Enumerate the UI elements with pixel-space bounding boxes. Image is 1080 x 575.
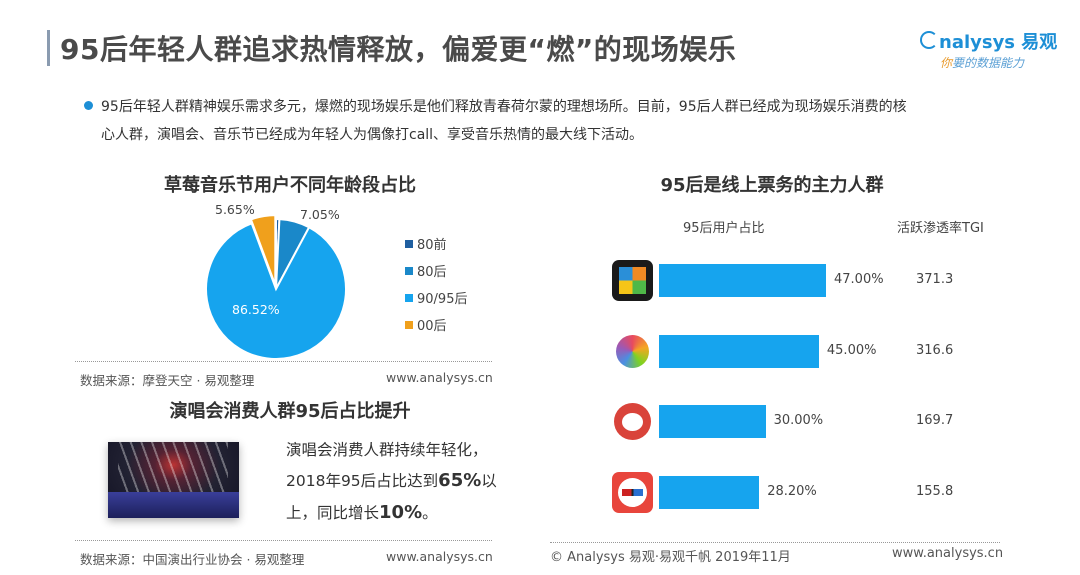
bar-label: 47.00% [834, 272, 884, 287]
legend-item: 90/95后 [405, 288, 467, 307]
analysys-logo: nalysys 易观 你要的数据能力 [920, 28, 1070, 71]
concert-desc-3: 上，同比增长10%。 [286, 502, 438, 523]
concert-desc-2: 2018年95后占比达到65%以 [286, 470, 497, 491]
pie-label-80after: 7.05% [300, 207, 340, 222]
pie-slice-2 [205, 222, 347, 360]
tgi-value: 155.8 [916, 484, 954, 499]
concert-desc-1: 演唱会消费人群持续年轻化， [286, 441, 488, 459]
legend-swatch [405, 321, 413, 329]
legend-item: 00后 [405, 315, 447, 334]
pie-chart [205, 214, 347, 360]
divider [550, 542, 1000, 543]
divider [75, 540, 492, 541]
concert-site: www.analysys.cn [386, 549, 493, 564]
legend-swatch [405, 240, 413, 248]
title-accent-bar [47, 30, 50, 66]
bar [659, 264, 826, 297]
legend-item: 80前 [405, 234, 447, 253]
tgi-value: 169.7 [916, 413, 954, 428]
taopiaopiao-glasses-icon [612, 472, 653, 513]
legend-label: 80前 [417, 238, 447, 253]
pie-label-00: 5.65% [215, 202, 255, 217]
concert-title: 演唱会消费人群95后占比提升 [169, 401, 411, 422]
pie-label-9095: 86.52% [232, 302, 280, 317]
page-title: 95后年轻人群追求热情释放，偏爱更“燃”的现场娱乐 [60, 33, 737, 66]
legend-swatch [405, 267, 413, 275]
legend-label: 80后 [417, 265, 447, 280]
summary-line-1: 95后年轻人群精神娱乐需求多元，爆燃的现场娱乐是他们释放青春荷尔蒙的理想场所。目… [101, 99, 907, 115]
footer-site: www.analysys.cn [892, 546, 1004, 561]
pie-site: www.analysys.cn [386, 370, 493, 385]
legend-label: 00后 [417, 319, 447, 334]
bar-title: 95后是线上票务的主力人群 [660, 175, 884, 196]
bar [659, 335, 819, 368]
tgi-header: 活跃渗透率TGI [897, 221, 984, 236]
logo-swirl-icon [920, 31, 938, 49]
bullet-icon [84, 101, 93, 110]
bar-label: 30.00% [773, 413, 824, 428]
bar-label: 28.20% [767, 484, 817, 499]
tgi-value: 316.6 [916, 343, 954, 358]
tgi-value: 371.3 [916, 272, 954, 287]
pie-title: 草莓音乐节用户不同年龄段占比 [164, 175, 416, 196]
legend-swatch [405, 294, 413, 302]
summary-line-2: 心人群，演唱会、音乐节已经成为年轻人为偶像打call、享受音乐热情的最大线下活动… [101, 127, 644, 143]
concert-photo [108, 442, 239, 518]
bar [659, 405, 766, 438]
footer-copyright: © Analysys 易观·易观千帆 2019年11月 [550, 550, 791, 565]
pie-slice-3 [249, 214, 277, 286]
ticket-app-peacock-icon [612, 331, 653, 372]
maoyan-cat-icon [612, 401, 653, 442]
legend-label: 90/95后 [417, 292, 468, 307]
pie-source: 数据来源：摩登天空 · 易观整理 [80, 373, 255, 388]
bar-header: 95后用户占比 [683, 221, 765, 236]
concert-source: 数据来源：中国演出行业协会 · 易观整理 [80, 552, 305, 567]
divider [75, 361, 492, 362]
ticket-app-grid-icon [612, 260, 653, 301]
bar-label: 45.00% [826, 343, 877, 358]
legend-item: 80后 [405, 261, 447, 280]
bar [659, 476, 760, 509]
